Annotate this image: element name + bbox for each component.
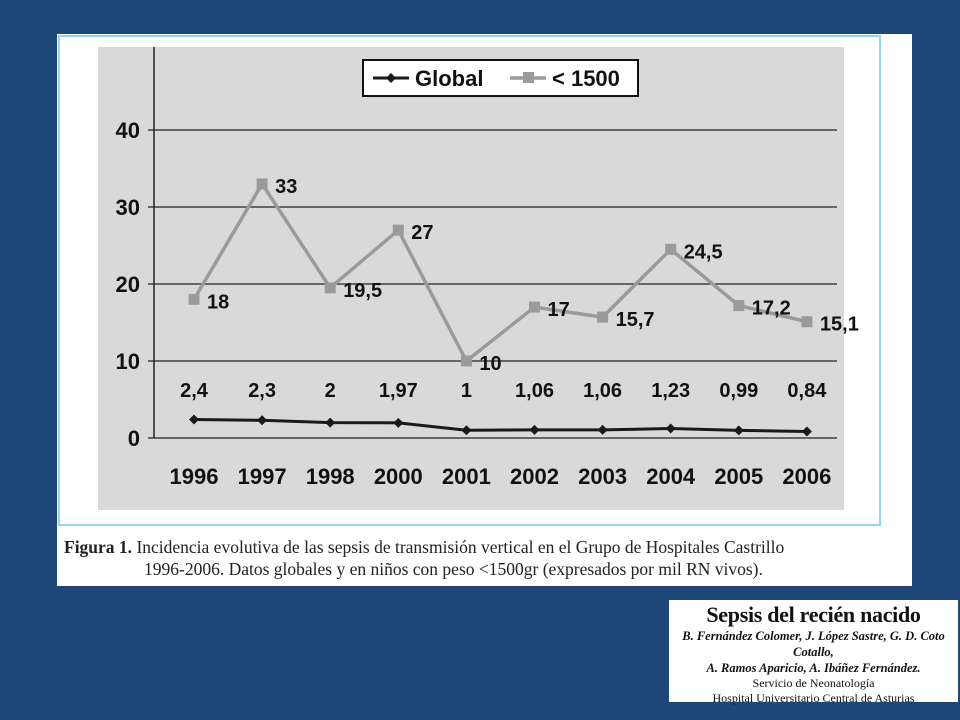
data-label-global: 1,97 [379, 380, 418, 402]
line-chart: 0 10 20 30 40 1996 1997 1998 2000 2001 2002 2003 200… [98, 47, 859, 510]
x-tick-label: 1997 [238, 464, 287, 489]
x-tick-label: 2000 [374, 464, 423, 489]
y-tick-label: 30 [116, 195, 140, 220]
data-label-lt1500: 19,5 [343, 280, 382, 302]
data-label-lt1500: 33 [275, 176, 297, 198]
y-tick-label: 40 [116, 118, 140, 143]
data-point-global [733, 425, 744, 436]
data-point-lt1500 [597, 311, 609, 323]
presentation-title: Sepsis del recién nacido [706, 602, 921, 627]
data-point-lt1500 [733, 300, 745, 312]
legend-marker-lt1500 [523, 72, 534, 83]
series-line-global [193, 418, 807, 434]
chart-frame: 0 10 20 30 40 1996 1997 1998 2000 2001 2002 2003 200… [58, 35, 881, 526]
data-label-global: 2 [325, 380, 336, 402]
data-point-global [257, 415, 268, 426]
data-label-lt1500: 17,2 [752, 298, 791, 320]
data-point-global [461, 425, 472, 436]
y-tick-label: 10 [116, 349, 140, 374]
figure-card: 0 10 20 30 40 1996 1997 1998 2000 2001 2002 2003 200… [57, 34, 912, 586]
data-label-global: 1,23 [651, 380, 690, 402]
hospital-name: Hospital Universitario Central de Asturi… [712, 691, 915, 705]
x-tick-label: 2005 [714, 464, 763, 489]
data-point-lt1500 [801, 316, 813, 328]
data-point-lt1500 [324, 282, 336, 294]
legend-label-lt1500: < 1500 [552, 66, 620, 91]
caption-label: Figura 1. [64, 537, 133, 557]
data-point-lt1500 [256, 178, 268, 190]
x-tick-label: 1996 [170, 464, 219, 489]
data-label-lt1500: 10 [479, 353, 501, 375]
data-point-global [529, 424, 540, 435]
data-label-lt1500: 18 [207, 291, 229, 313]
data-point-global [801, 426, 812, 437]
series-line-lt1500 [192, 182, 808, 363]
plot-background [98, 47, 844, 510]
data-label-global: 2,3 [248, 380, 276, 402]
data-label-global: 0,84 [787, 380, 827, 402]
data-point-lt1500 [460, 355, 472, 367]
service-name: Servicio de Neonatología [752, 676, 875, 690]
data-point-global [597, 424, 608, 435]
data-label-global: 1 [461, 380, 472, 402]
x-tick-label: 2004 [646, 464, 696, 489]
data-point-lt1500 [392, 224, 404, 236]
data-label-global: 1,06 [583, 380, 622, 402]
x-tick-label: 2001 [442, 464, 491, 489]
figure-caption: Figura 1. Incidencia evolutiva de las se… [64, 536, 904, 580]
data-label-global: 1,06 [515, 380, 554, 402]
x-tick-label: 2002 [510, 464, 559, 489]
authors-line2: A. Ramos Aparicio, A. Ibáñez Fernández. [706, 661, 921, 675]
data-point-global [189, 414, 199, 425]
data-point-lt1500 [188, 293, 200, 305]
data-label-lt1500: 27 [411, 222, 433, 244]
x-tick-label: 2003 [578, 464, 627, 489]
legend-marker-global [386, 73, 396, 83]
y-tick-label: 20 [116, 272, 140, 297]
x-tick-label: 1998 [306, 464, 355, 489]
data-point-global [665, 423, 676, 434]
data-label-lt1500: 15,1 [820, 314, 859, 336]
data-label-lt1500: 15,7 [616, 309, 655, 331]
data-point-lt1500 [665, 243, 677, 255]
data-point-global [325, 417, 336, 428]
legend-label-global: Global [415, 66, 483, 91]
credit-card: Sepsis del recién nacido B. Fernández Co… [669, 600, 958, 705]
data-label-lt1500: 24,5 [684, 241, 723, 263]
data-label-global: 2,4 [180, 380, 209, 402]
caption-text-line1: Incidencia evolutiva de las sepsis de tr… [136, 537, 785, 557]
data-label-lt1500: 17 [548, 299, 570, 321]
data-point-global [393, 417, 404, 428]
y-tick-label: 0 [128, 426, 140, 451]
x-tick-label: 2006 [782, 464, 831, 489]
data-point-lt1500 [529, 301, 540, 313]
authors-line1: B. Fernández Colomer, J. López Sastre, G… [682, 629, 945, 659]
caption-text-line2: 1996-2006. Datos globales y en niños con… [144, 559, 763, 579]
data-label-global: 0,99 [719, 380, 758, 402]
